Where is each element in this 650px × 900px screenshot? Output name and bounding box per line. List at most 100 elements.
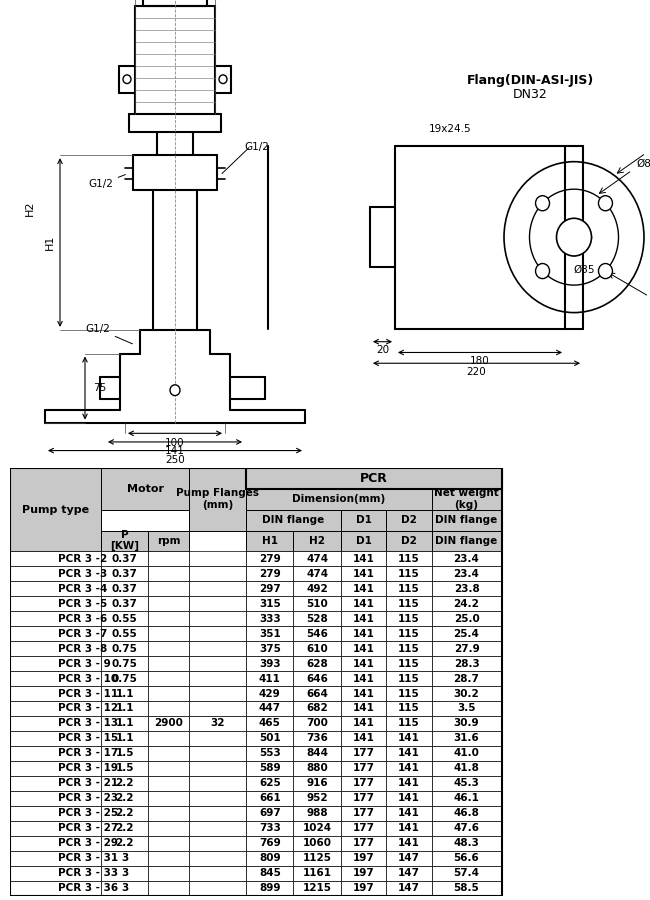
Text: PCR 3 - 31: PCR 3 - 31 [58,853,118,863]
Text: PCR 3 - 11: PCR 3 - 11 [58,688,118,698]
Text: 115: 115 [398,644,420,653]
Bar [432,791,502,806]
Bar [148,760,189,776]
Text: 589: 589 [259,763,281,773]
Text: 115: 115 [398,614,420,624]
Text: 610: 610 [306,644,328,653]
Bar [432,530,502,552]
Bar [148,746,189,760]
Bar [189,701,246,716]
Text: 19x24.5: 19x24.5 [429,124,471,134]
Text: 1161: 1161 [303,868,332,878]
Bar [10,566,101,581]
Text: DIN flange: DIN flange [436,536,498,546]
Bar [189,776,246,791]
Bar [246,566,294,581]
Text: 1215: 1215 [303,883,332,893]
Circle shape [170,385,180,396]
Text: 115: 115 [398,554,420,563]
Text: 492: 492 [306,584,328,594]
Bar [246,686,294,701]
Bar [293,611,341,626]
Bar [10,791,101,806]
Bar [293,806,341,821]
Text: 32: 32 [211,718,225,728]
Bar [246,596,294,611]
Bar [246,611,294,626]
Text: Ø89: Ø89 [636,158,650,169]
Bar [341,850,386,866]
Bar [432,552,502,566]
Text: 48.3: 48.3 [454,838,480,848]
Bar [148,791,189,806]
Bar [341,581,386,596]
Text: P
[KW]: P [KW] [111,530,139,552]
Text: H1: H1 [45,235,55,250]
Text: 1060: 1060 [303,838,332,848]
Bar [386,641,432,656]
Bar [148,581,189,596]
Bar [189,850,246,866]
Bar [246,489,432,509]
Bar [148,671,189,686]
Text: 1125: 1125 [303,853,332,863]
Bar [341,760,386,776]
Text: 46.1: 46.1 [454,793,480,803]
Text: 58.5: 58.5 [454,883,480,893]
Text: 197: 197 [352,853,374,863]
Bar [10,611,101,626]
Bar [10,656,101,671]
Bar [386,866,432,880]
Bar [246,791,294,806]
Bar [101,835,148,850]
Bar [341,596,386,611]
Bar [10,731,101,746]
Bar [246,776,294,791]
Text: 697: 697 [259,808,281,818]
Bar [386,686,432,701]
Text: 23.8: 23.8 [454,584,480,594]
Text: 141: 141 [398,838,420,848]
Text: 0.55: 0.55 [112,629,138,639]
Text: 75: 75 [93,383,106,393]
Bar [10,880,101,896]
Bar [341,626,386,641]
Bar [432,806,502,821]
Bar [341,566,386,581]
Text: 2.2: 2.2 [116,838,134,848]
Text: DN32: DN32 [513,88,547,102]
Bar [148,835,189,850]
Text: 115: 115 [398,659,420,669]
Bar [189,626,246,641]
Text: PCR 3 - 23: PCR 3 - 23 [58,793,118,803]
Bar [101,581,148,596]
Bar [432,866,502,880]
Bar [189,641,246,656]
Bar [432,880,502,896]
Bar [101,776,148,791]
Text: 141: 141 [352,644,374,653]
Text: 2.2: 2.2 [116,778,134,788]
Text: PCR 3 - 10: PCR 3 - 10 [58,673,118,683]
Text: Pump type: Pump type [22,505,89,515]
Bar [101,746,148,760]
Bar [101,596,148,611]
Bar [246,835,294,850]
Bar [432,821,502,835]
Text: 177: 177 [352,838,374,848]
Text: 546: 546 [306,629,328,639]
Bar [293,626,341,641]
Text: Motor: Motor [127,484,164,494]
Bar [189,760,246,776]
Text: 1.1: 1.1 [116,718,134,728]
Text: 24.2: 24.2 [454,598,480,608]
Bar [293,641,341,656]
Text: PCR 3 -6: PCR 3 -6 [58,614,107,624]
Text: 141: 141 [352,688,374,698]
Bar [386,791,432,806]
Bar [341,509,386,530]
Text: G1/2: G1/2 [85,324,133,344]
Text: 465: 465 [259,718,281,728]
Text: 25.0: 25.0 [454,614,480,624]
Bar [101,791,148,806]
